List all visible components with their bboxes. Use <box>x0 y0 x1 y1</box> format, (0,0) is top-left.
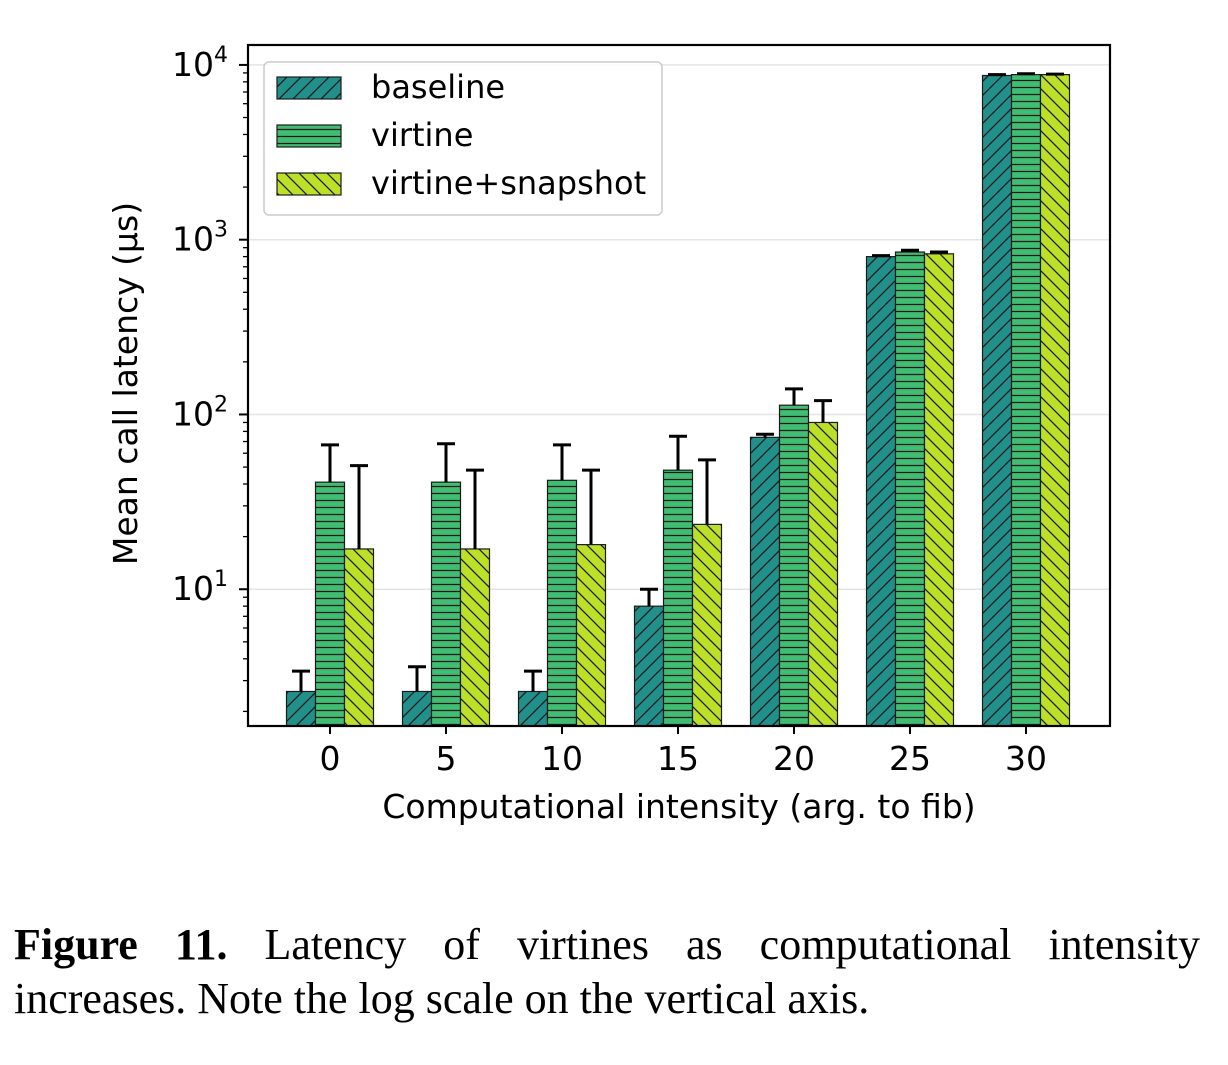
error-bar-baseline-10 <box>524 669 542 692</box>
error-bars <box>292 72 1064 692</box>
bar-virtine-25 <box>894 251 926 727</box>
legend-label-virtine: virtine <box>371 116 473 154</box>
bar-virtine-snapshot-5 <box>459 548 491 727</box>
bar-virtine-snapshot-10 <box>575 544 607 727</box>
legend-label-virtine-snapshot: virtine+snapshot <box>371 164 646 202</box>
bar-baseline-10 <box>517 690 549 727</box>
legend-box <box>263 61 663 216</box>
error-bar-virtine-snapshot-0 <box>350 464 368 549</box>
error-bar-virtine-snapshot-15 <box>698 458 716 525</box>
error-bar-virtine-30 <box>1017 72 1035 76</box>
error-bar-virtine-25 <box>901 248 919 253</box>
y-tick-label: 104 <box>172 43 228 84</box>
error-bar-baseline-0 <box>292 669 310 692</box>
x-tick-label: 30 <box>1005 739 1047 778</box>
y-tick-label: 102 <box>172 392 228 433</box>
error-bar-virtine-0 <box>321 443 339 483</box>
bar-virtine-15 <box>662 469 694 727</box>
error-bar-virtine-20 <box>785 387 803 406</box>
error-bar-virtine-10 <box>553 443 571 481</box>
error-bar-baseline-15 <box>640 587 658 607</box>
error-bar-virtine-5 <box>437 442 455 483</box>
bar-baseline-20 <box>749 436 781 727</box>
y-tick-label: 103 <box>172 218 228 259</box>
x-axis-label: Computational intensity (arg. to fib) <box>382 787 975 826</box>
bar-virtine-snapshot-30 <box>1039 74 1071 727</box>
legend-label-baseline: baseline <box>371 68 505 106</box>
error-bar-baseline-5 <box>408 665 426 692</box>
x-tick-label: 15 <box>657 739 699 778</box>
bar-virtine-snapshot-0 <box>343 548 375 727</box>
error-bar-virtine-snapshot-25 <box>930 250 948 254</box>
caption-label: Figure 11. <box>14 920 228 969</box>
bar-baseline-0 <box>285 690 317 727</box>
y-tick-label: 101 <box>172 567 228 608</box>
y-axis-label: Mean call latency (μs) <box>106 202 145 565</box>
x-tick-label: 5 <box>436 739 457 778</box>
bar-baseline-30 <box>981 74 1013 727</box>
chart-svg: 0 5 10 15 20 25 30 101 102 103 104 Computational in… <box>106 43 1112 826</box>
x-tick-label: 10 <box>541 739 583 778</box>
bar-virtine-snapshot-25 <box>923 253 955 727</box>
bar-virtine-snapshot-20 <box>807 421 839 727</box>
bar-baseline-25 <box>865 256 897 727</box>
legend-swatch-baseline <box>276 76 342 100</box>
x-tick-label: 20 <box>773 739 815 778</box>
x-tick-label: 0 <box>320 739 341 778</box>
bar-virtine-snapshot-15 <box>691 523 723 727</box>
bar-virtine-10 <box>546 479 578 727</box>
legend-swatch-virtine <box>276 124 342 148</box>
caption-text: Latency of virtines as computational int… <box>14 920 1200 1023</box>
error-bar-baseline-25 <box>872 254 890 258</box>
x-tick-label: 25 <box>889 739 931 778</box>
error-bar-baseline-30 <box>988 73 1006 77</box>
error-bar-virtine-15 <box>669 434 687 471</box>
error-bar-virtine-snapshot-10 <box>582 468 600 545</box>
bar-virtine-30 <box>1010 74 1042 727</box>
error-bar-baseline-20 <box>756 432 774 438</box>
bars <box>285 74 1071 727</box>
bar-virtine-5 <box>430 481 462 727</box>
error-bar-virtine-snapshot-5 <box>466 468 484 549</box>
axes: 0 5 10 15 20 25 30 101 102 103 104 Computational in… <box>106 43 1112 826</box>
bar-baseline-15 <box>633 605 665 727</box>
bar-baseline-5 <box>401 690 433 727</box>
chart: 0 5 10 15 20 25 30 101 102 103 104 Computational in… <box>106 43 1112 826</box>
error-bar-virtine-snapshot-20 <box>814 399 832 423</box>
legend: baseline virtine virtine+snapshot <box>263 61 663 216</box>
bar-virtine-0 <box>314 481 346 727</box>
figure-caption: Figure 11. Latency of virtines as comput… <box>14 918 1200 1026</box>
bar-virtine-20 <box>778 404 810 727</box>
legend-swatch-virtine-snapshot <box>276 172 342 196</box>
